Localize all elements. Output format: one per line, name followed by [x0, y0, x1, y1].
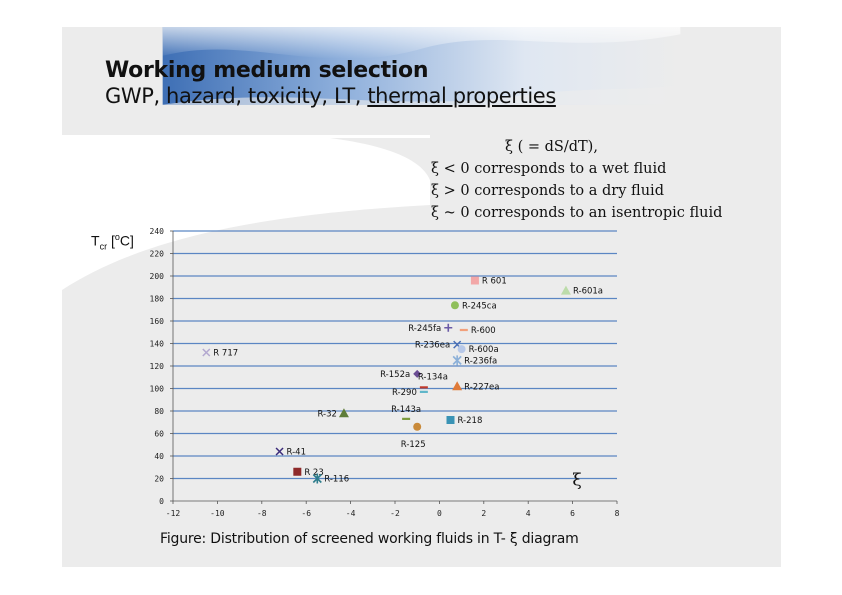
point-square: [293, 467, 302, 476]
data-label: R-236ea: [415, 341, 450, 351]
y-axis-label: Tcr [oC]: [91, 232, 134, 251]
title-banner-decoration: [162, 27, 681, 105]
y-axis-label-sub: cr: [99, 241, 108, 252]
data-label: R-600a: [469, 345, 499, 355]
data-label: R-227ea: [464, 382, 499, 392]
point-triangle: [452, 381, 463, 391]
slide-background: [62, 27, 781, 567]
y-tick-label: 0: [159, 497, 164, 506]
y-axis-label-unit-sup: o: [114, 232, 120, 242]
y-tick-label: 240: [150, 227, 165, 236]
note-line-2: ξ > 0 corresponds to a dry fluid: [431, 183, 664, 199]
point-asterisk: [312, 473, 322, 484]
y-tick-label: 80: [154, 407, 164, 416]
point-plus: [444, 323, 453, 332]
y-tick-label: 180: [150, 295, 165, 304]
data-label: R-143a: [391, 405, 421, 415]
note-line-1: ξ < 0 corresponds to a wet fluid: [431, 161, 667, 177]
point-diamond: [413, 369, 422, 378]
y-tick-label: 100: [150, 385, 165, 394]
data-label: R-116: [324, 475, 349, 485]
point-square: [446, 416, 455, 424]
y-tick-label: 160: [150, 317, 165, 326]
x-tick-label: -10: [210, 509, 225, 518]
y-tick-label: 140: [150, 340, 165, 349]
data-label: R-601a: [573, 287, 603, 297]
data-label: R 717: [213, 349, 238, 359]
point-x: [202, 348, 211, 357]
x-axis-label: ξ: [572, 470, 581, 490]
y-axis-label-unit-close: C]: [119, 232, 134, 249]
title-line-2-prefix: GWP, hazard, toxicity, LT,: [105, 84, 368, 109]
data-label: R-152a: [380, 370, 410, 380]
data-label: R-125: [401, 440, 426, 450]
data-label: R-32: [317, 409, 336, 419]
point-circle: [413, 422, 422, 431]
x-tick-label: 6: [570, 509, 575, 518]
slide-title: Working medium selection GWP, hazard, to…: [105, 58, 556, 110]
y-tick-label: 20: [154, 475, 164, 484]
y-tick-label: 60: [154, 430, 164, 439]
data-label: R-245ca: [462, 301, 497, 311]
y-tick-label: 40: [154, 452, 164, 461]
x-tick-label: 0: [437, 509, 442, 518]
xi-definition-notes: ξ ( = dS/dT), ξ < 0 corresponds to a wet…: [431, 136, 722, 224]
data-label: R-134a: [418, 372, 448, 382]
point-x: [275, 447, 284, 456]
x-tick-label: -6: [301, 509, 311, 518]
point-circle: [457, 345, 466, 354]
x-tick-label: 8: [615, 509, 620, 518]
data-label: R-290: [392, 388, 417, 398]
figure-caption: Figure: Distribution of screened working…: [160, 531, 579, 547]
data-label: R-600: [471, 326, 496, 336]
data-label: R-41: [287, 448, 306, 458]
data-label: R 23: [304, 468, 323, 478]
x-tick-label: -8: [257, 509, 267, 518]
point-triangle: [560, 285, 571, 295]
title-line-2-underlined: thermal properties: [367, 84, 556, 109]
title-line-1: Working medium selection: [105, 58, 429, 83]
y-tick-label: 220: [150, 250, 165, 259]
point-triangle: [338, 408, 349, 418]
data-label: R 601: [482, 277, 507, 287]
x-tick-label: -12: [166, 509, 181, 518]
y-axis-label-main: T: [91, 232, 100, 249]
note-line-0: ξ ( = dS/dT),: [505, 139, 598, 155]
data-label: R-218: [458, 416, 483, 426]
x-tick-label: -4: [346, 509, 356, 518]
y-tick-label: 200: [150, 272, 165, 281]
x-tick-label: -2: [390, 509, 400, 518]
x-tick-label: 4: [526, 509, 531, 518]
title-line-2: GWP, hazard, toxicity, LT, thermal prope…: [105, 83, 556, 109]
y-axis-label-unit-open: [: [107, 232, 115, 249]
point-circle: [450, 301, 459, 310]
point-asterisk: [452, 355, 462, 366]
x-tick-label: 2: [481, 509, 486, 518]
point-square: [470, 276, 479, 285]
data-label: R-245fa: [408, 324, 441, 334]
data-label: R-236fa: [464, 356, 497, 366]
note-line-3: ξ ~ 0 corresponds to an isentropic fluid: [431, 205, 723, 221]
y-tick-label: 120: [150, 362, 165, 371]
